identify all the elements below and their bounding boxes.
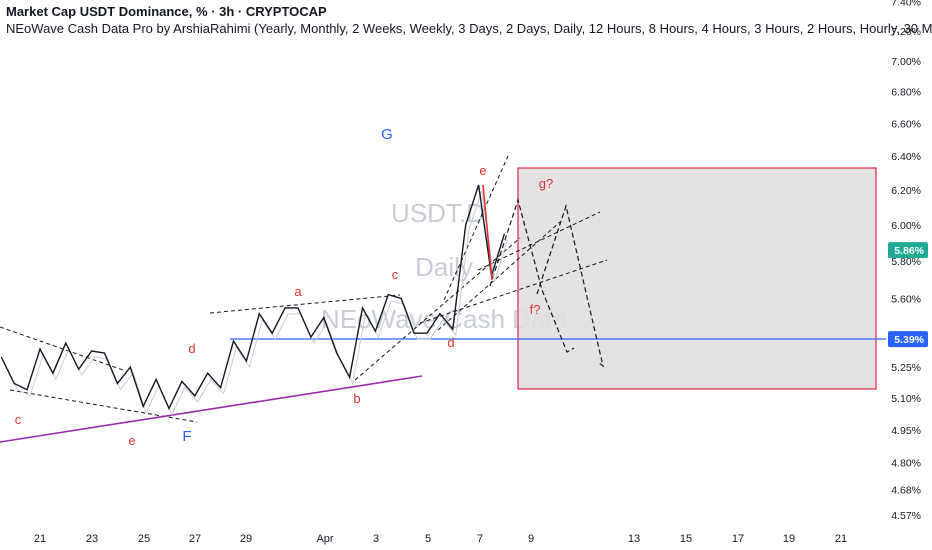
- y-tick-label: 4.80%: [891, 458, 921, 470]
- level-price-label-bg: [888, 331, 928, 348]
- wave-label-e: e: [479, 163, 486, 178]
- trend-line: [0, 326, 124, 371]
- x-tick-label: 25: [138, 533, 150, 545]
- x-tick-label: 13: [628, 533, 640, 545]
- trend-line: [437, 221, 561, 331]
- wave-label-e: e: [128, 433, 135, 448]
- level-price-label: 5.39%: [894, 334, 924, 346]
- price-line: [0, 184, 506, 411]
- target-zone-box: [517, 167, 877, 390]
- x-tick-label: 3: [373, 533, 379, 545]
- x-tick-label: 29: [240, 533, 252, 545]
- chart-title: Market Cap USDT Dominance, % · 3h · CRYP…: [6, 4, 327, 19]
- wave-label-d: d: [447, 335, 454, 350]
- wave-label-fq: f?: [530, 302, 541, 317]
- trend-line: [443, 155, 509, 301]
- wave-label-c: c: [392, 267, 399, 282]
- projection-path-1: [489, 197, 575, 353]
- y-tick-label: 6.00%: [891, 220, 921, 232]
- y-tick-label: 6.80%: [891, 87, 921, 99]
- x-tick-label: 21: [835, 533, 847, 545]
- x-tick-label: Apr: [316, 533, 333, 545]
- wave-label-g: G: [381, 126, 393, 143]
- y-tick-label: 6.40%: [891, 151, 921, 163]
- projection-path-2: [536, 203, 604, 368]
- y-tick-label: 6.60%: [891, 118, 921, 130]
- y-tick-label: 7.20%: [891, 26, 921, 38]
- y-tick-label: 6.20%: [891, 185, 921, 197]
- current-price-label-bg: [888, 242, 928, 259]
- x-tick-label: 15: [680, 533, 692, 545]
- wave-e-leg: [482, 184, 493, 281]
- wave-label-d: d: [188, 341, 195, 356]
- x-tick-label: 5: [425, 533, 431, 545]
- wave-label-gq: g?: [539, 176, 553, 191]
- x-tick-label: 7: [477, 533, 483, 545]
- x-tick-label: 23: [86, 533, 98, 545]
- x-tick-label: 19: [783, 533, 795, 545]
- wave-label-b: b: [353, 391, 360, 406]
- y-tick-label: 5.80%: [891, 256, 921, 268]
- trend-line: [9, 389, 198, 423]
- y-tick-label: 7.00%: [891, 56, 921, 68]
- trend-line: [209, 294, 401, 314]
- indicator-legend: NEoWave Cash Data Pro by ArshiaRahimi (Y…: [6, 21, 932, 36]
- y-tick-label: 5.60%: [891, 293, 921, 305]
- y-tick-label: 5.10%: [891, 393, 921, 405]
- y-tick-label: 4.57%: [891, 510, 921, 522]
- x-tick-label: 21: [34, 533, 46, 545]
- y-tick-label: 5.25%: [891, 362, 921, 374]
- wave-label-c: c: [15, 412, 22, 427]
- price-shadow-line: [3, 190, 508, 416]
- y-tick-label: 7.40%: [891, 0, 921, 9]
- trend-line: [354, 237, 521, 381]
- wave-label-f: F: [182, 428, 191, 445]
- x-tick-label: 17: [732, 533, 744, 545]
- y-tick-label: 4.68%: [891, 485, 921, 497]
- x-tick-label: 9: [528, 533, 534, 545]
- wave-label-a: a: [294, 284, 302, 299]
- y-tick-label: 4.95%: [891, 425, 921, 437]
- trend-line: [419, 259, 608, 324]
- current-price-label: 5.86%: [894, 245, 924, 257]
- support-line: [0, 375, 423, 443]
- x-tick-label: 27: [189, 533, 201, 545]
